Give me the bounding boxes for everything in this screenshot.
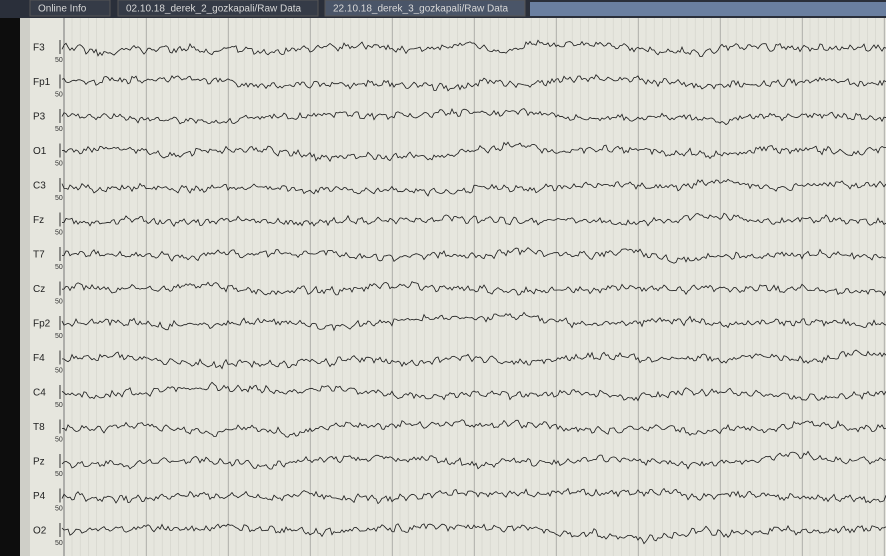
channel-label: F4 [33,353,45,364]
tab-label: 22.10.18_derek_3_gozkapali/Raw Data [333,4,509,15]
channel-label: T7 [33,250,45,261]
scale-label: 50 [55,126,63,133]
scale-label: 50 [55,229,63,236]
scale-label: 50 [55,367,63,374]
scale-label: 50 [55,471,63,478]
scale-label: 50 [55,57,63,64]
eeg-trace [61,381,886,402]
eeg-trace [61,487,886,505]
channel-label: Fp1 [33,77,51,88]
channel-label: Pz [33,457,45,468]
scale-label: 50 [55,540,63,547]
channel-label: O2 [33,526,47,537]
scale-label: 50 [55,436,63,443]
eeg-trace [61,523,886,545]
eeg-trace [61,39,886,57]
eeg-trace [61,178,886,197]
channel-label: Cz [33,284,45,295]
scale-label: 50 [55,160,63,167]
scale-label: 50 [55,333,63,340]
tab-label: Online Info [38,4,87,15]
tab-strip [530,2,886,16]
channel-label: T8 [33,422,45,433]
scale-label: 50 [55,298,63,305]
scale-label: 50 [55,91,63,98]
eeg-trace [61,141,886,163]
eeg-trace [61,349,886,370]
eeg-trace [61,212,886,227]
left-strip [20,18,30,556]
channel-label: C4 [33,388,46,399]
channel-label: O1 [33,146,47,157]
channel-label: C3 [33,181,46,192]
scale-label: 50 [55,505,63,512]
channel-label: Fz [33,215,44,226]
channel-label: P3 [33,112,46,123]
eeg-trace [61,311,886,332]
eeg-trace [61,450,886,470]
scale-label: 50 [55,402,63,409]
tab-label: 02.10.18_derek_2_gozkapali/Raw Data [126,4,302,15]
tab[interactable] [29,0,111,17]
plot-area [20,18,886,556]
channel-label: P4 [33,491,46,502]
channel-label: F3 [33,43,45,54]
eeg-trace [61,281,886,297]
tab[interactable] [117,0,319,17]
eeg-trace [61,247,886,264]
eeg-trace [61,74,886,92]
tab[interactable] [324,0,526,17]
channel-label: Fp2 [33,319,51,330]
eeg-trace [61,107,886,126]
scale-label: 50 [55,195,63,202]
eeg-trace [61,419,886,438]
scale-label: 50 [55,264,63,271]
